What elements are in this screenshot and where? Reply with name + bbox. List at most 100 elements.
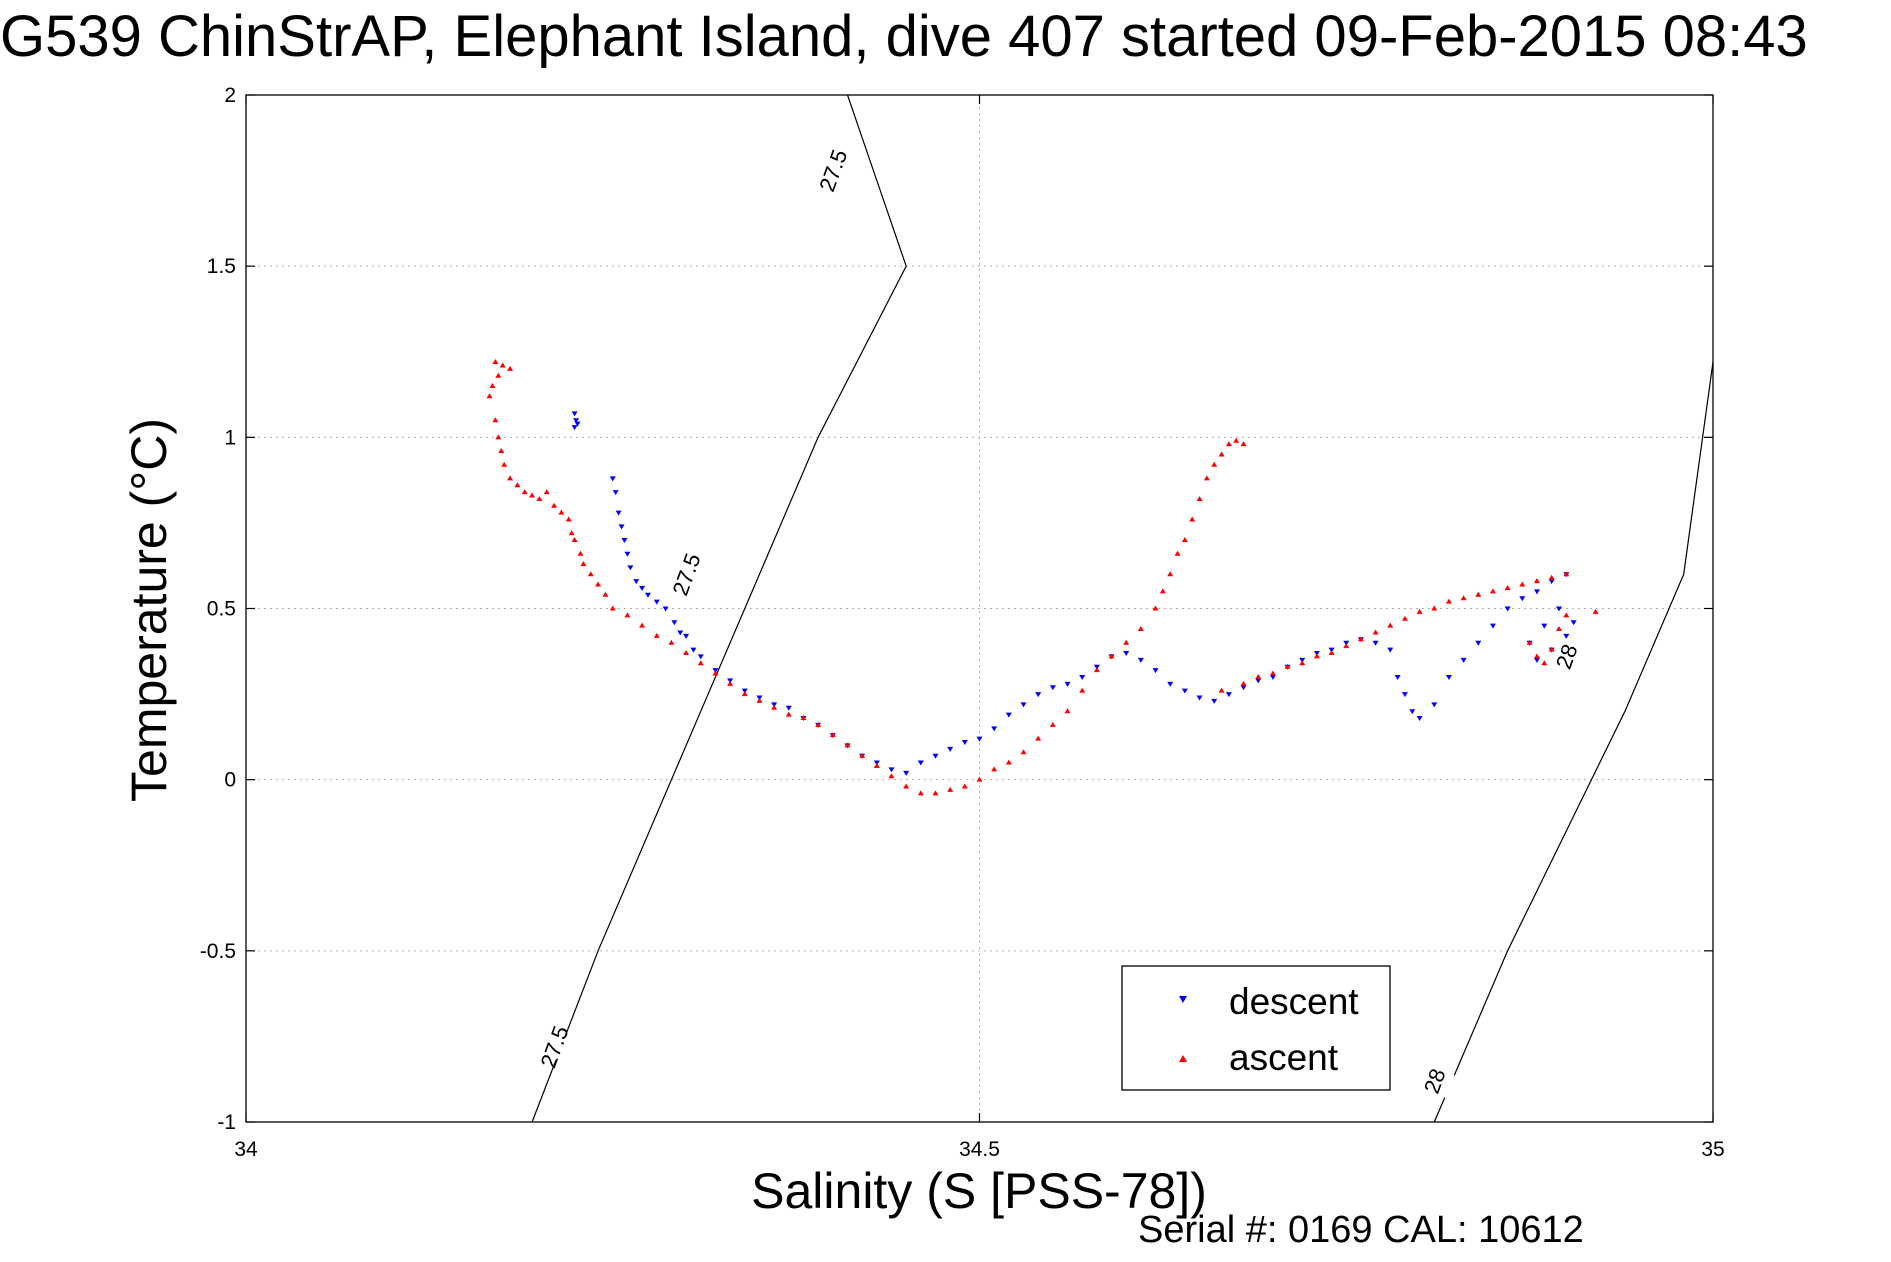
descent-point (662, 606, 669, 612)
descent-point (615, 510, 622, 516)
descent-point (1035, 692, 1042, 698)
ascent-point (1152, 605, 1159, 611)
x-tick-label: 35 (1701, 1138, 1724, 1161)
ascent-point (1240, 680, 1247, 686)
y-tick-label: 2 (224, 84, 236, 107)
ascent-point (499, 362, 506, 368)
descent-point (1475, 640, 1482, 646)
x-tick-label: 34.5 (959, 1138, 1000, 1161)
ascent-point (587, 571, 594, 577)
descent-point (1519, 596, 1526, 602)
ascent-point (580, 560, 587, 566)
descent-point (1137, 657, 1144, 663)
ascent-point (1372, 629, 1379, 635)
ascent-point (571, 537, 578, 543)
y-axis-label: Temperature (°C) (121, 418, 177, 802)
ascent-point (1460, 595, 1467, 601)
ascent-point (991, 766, 998, 772)
ascent-point (624, 612, 631, 618)
ascent-point (947, 786, 954, 792)
ascent-point (1218, 687, 1225, 693)
descent-point (947, 746, 954, 752)
descent-point (917, 760, 924, 766)
descent-point (932, 753, 939, 759)
descent-point (621, 538, 628, 544)
ascent-point (785, 711, 792, 717)
ascent-point (568, 530, 575, 536)
ascent-point (829, 732, 836, 738)
ascent-point (1401, 615, 1408, 621)
ascent-point (1255, 673, 1262, 679)
ascent-point (514, 482, 521, 488)
legend-box (1121, 965, 1391, 1091)
descent-point (1049, 685, 1056, 691)
ascent-point (771, 704, 778, 710)
ascent-point (492, 359, 499, 365)
descent-point (574, 421, 581, 427)
ascent-point (1174, 550, 1181, 556)
descent-point (683, 633, 690, 639)
ascent-point (1159, 588, 1166, 594)
ascent-point (1475, 591, 1482, 597)
ascent-point (1504, 584, 1511, 590)
isopycnal-label-bg (527, 1027, 581, 1067)
ascent-point (1093, 667, 1100, 673)
descent-point (1005, 712, 1012, 718)
descent-point (1570, 620, 1577, 626)
descent-point (1548, 579, 1555, 585)
ascent-point (1035, 735, 1042, 741)
ascent-point (1181, 537, 1188, 543)
ascent-point (932, 790, 939, 796)
ascent-point (653, 632, 660, 638)
descent-point (961, 740, 968, 746)
descent-point (1409, 709, 1416, 715)
descent-point (1181, 688, 1188, 694)
ascent-point (551, 502, 558, 508)
ascent-point (501, 461, 508, 467)
descent-point (1020, 702, 1027, 708)
ascent-point (609, 605, 616, 611)
ascent-point (815, 721, 822, 727)
ascent-point (602, 591, 609, 597)
ascent-point (595, 581, 602, 587)
ascent-point (507, 475, 514, 481)
ascent-point (495, 372, 502, 378)
descent-point (653, 599, 660, 605)
descent-point (1401, 692, 1408, 698)
descent-point (1460, 657, 1467, 663)
ascent-point (1445, 598, 1452, 604)
ascent-point (1548, 574, 1555, 580)
ascent-point (1328, 650, 1335, 656)
ascent-point (1555, 626, 1562, 632)
descent-point (1431, 702, 1438, 708)
isopycnal-line (531, 94, 907, 1123)
descent-point (1533, 589, 1540, 595)
descent-point (1445, 674, 1452, 680)
ascent-point (1211, 461, 1218, 467)
x-tick-label: 34 (234, 1138, 258, 1161)
y-tick-label: -1 (217, 1111, 236, 1134)
descent-point (1240, 685, 1247, 691)
descent-point (1555, 606, 1562, 612)
descent-point (1416, 716, 1423, 722)
descent-point (1225, 692, 1232, 698)
ascent-point (1269, 670, 1276, 676)
ascent-point (495, 434, 502, 440)
ascent-point (1387, 622, 1394, 628)
ascent-point (577, 550, 584, 556)
ascent-point (1541, 660, 1548, 666)
ascent-point (727, 680, 734, 686)
legend-descent-label: descent (1229, 981, 1359, 1022)
descent-point (888, 767, 895, 773)
descent-point (1563, 633, 1570, 639)
ascent-point (543, 489, 550, 495)
x-axis-label: Salinity (S [PSS-78]) (751, 1163, 1207, 1219)
descent-point (609, 476, 616, 482)
descent-point (1255, 678, 1262, 684)
ascent-point (1196, 495, 1203, 501)
ascent-point (1123, 639, 1130, 645)
ascent-point (536, 495, 543, 501)
isopycnal-label-bg (1539, 636, 1593, 676)
ascent-point (1563, 571, 1570, 577)
ascent-point (1343, 643, 1350, 649)
